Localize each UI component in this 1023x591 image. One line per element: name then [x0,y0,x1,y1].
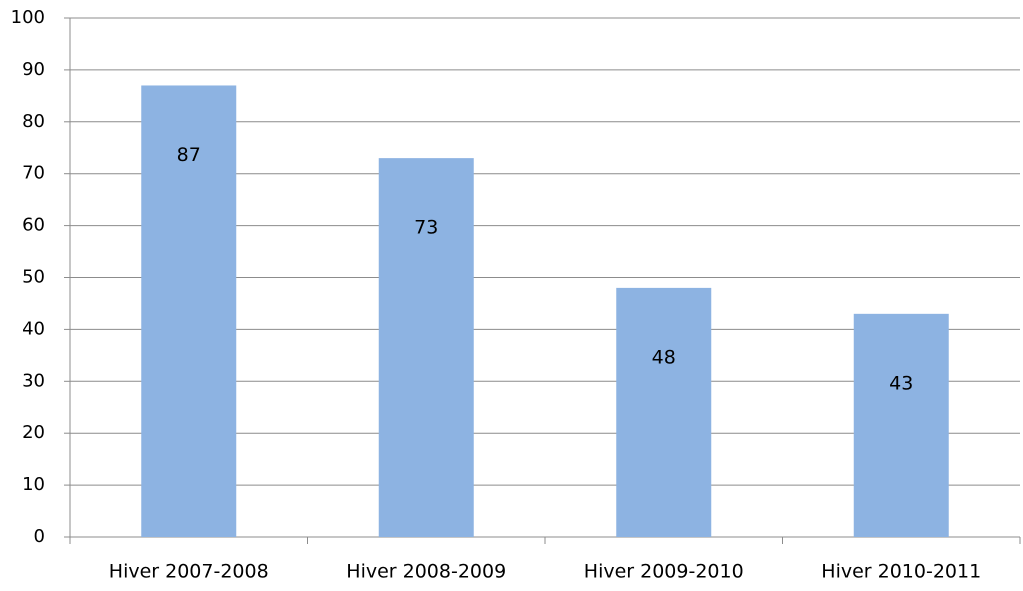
y-tick-label: 0 [34,526,45,547]
y-tick-label: 90 [22,59,45,80]
y-tick-label: 80 [22,111,45,132]
x-tick-label: Hiver 2009-2010 [584,561,744,583]
y-tick-label: 30 [22,370,45,391]
y-tick-label: 70 [22,163,45,184]
data-label: 43 [889,372,913,394]
bar [853,313,949,537]
y-tick-label: 40 [22,318,45,339]
y-tick-label: 10 [22,474,45,495]
bar [616,287,712,537]
y-tick-label: 50 [22,267,45,288]
x-tick-label: Hiver 2007-2008 [109,561,269,583]
data-label: 73 [414,217,438,239]
data-label: 48 [652,346,676,368]
y-tick-label: 20 [22,422,45,443]
y-tick-label: 60 [22,215,45,236]
y-tick-label: 100 [11,7,45,28]
x-tick-label: Hiver 2010-2011 [821,561,981,583]
data-label: 87 [177,144,201,166]
x-tick-label: Hiver 2008-2009 [346,561,506,583]
bar [378,158,474,537]
bar [141,85,237,537]
